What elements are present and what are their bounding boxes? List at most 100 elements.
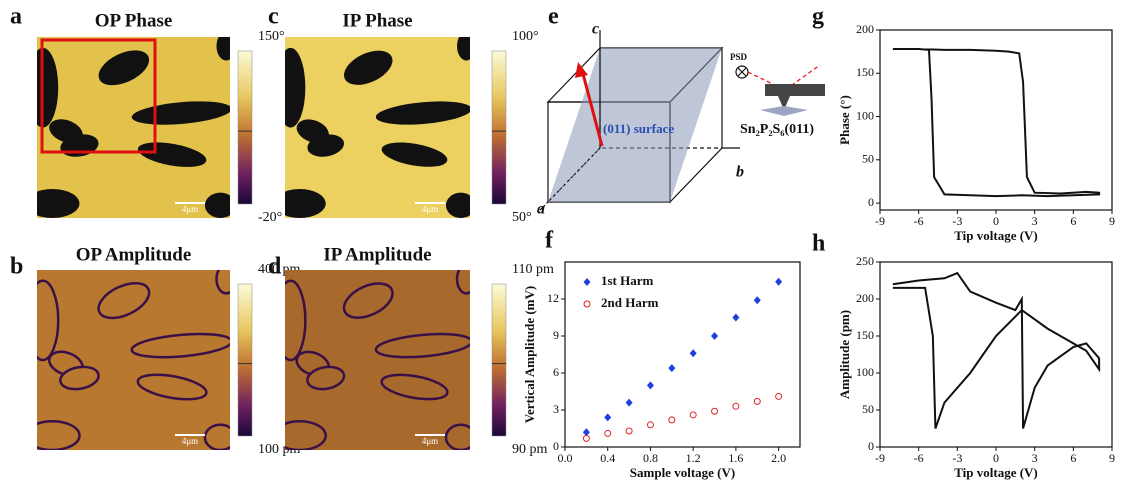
surface-plane [548, 48, 722, 202]
point [711, 407, 719, 415]
y-tick-label: 150 [856, 65, 874, 79]
domain [37, 189, 80, 218]
axis-a [539, 204, 546, 211]
legend-marker [583, 278, 591, 286]
domain [380, 373, 449, 401]
image-content: 4μm [37, 37, 230, 218]
panel-letter: h [812, 231, 825, 257]
colorbar-label: 90 pm [512, 442, 548, 457]
axis-label: a [537, 201, 545, 218]
axis-a [544, 147, 601, 206]
panel-title: IP Amplitude [323, 244, 431, 265]
x-tick-label: 9 [1109, 451, 1115, 465]
domain [455, 270, 470, 295]
image-content: 4μm [285, 270, 470, 450]
y-tick-label: 200 [856, 22, 874, 36]
x-tick-label: 0.0 [558, 451, 573, 465]
colorbar-label: -20° [258, 210, 282, 225]
colorbar [491, 50, 507, 205]
colorbar [237, 283, 253, 437]
panel-letter: e [548, 4, 559, 30]
x-tick-label: 0 [993, 214, 999, 228]
image-content: 4μm [285, 37, 470, 218]
domain [204, 192, 230, 218]
y-axis-label: Vertical Amplitude (mV) [522, 286, 537, 423]
domain [445, 192, 470, 218]
polarization-arrow [580, 69, 604, 147]
x-tick-label: 1.6 [728, 451, 743, 465]
colorbar [491, 283, 507, 437]
y-tick-label: 3 [553, 402, 559, 416]
point [582, 428, 590, 437]
x-tick-label: 1.2 [686, 451, 701, 465]
point [689, 411, 697, 419]
image-content: 4μm [37, 270, 230, 450]
y-tick-label: 100 [856, 365, 874, 379]
panel-letter: d [268, 254, 282, 280]
detector-label: PSD [730, 52, 748, 62]
plot-frame [879, 261, 1113, 448]
panel-title: IP Phase [342, 10, 412, 31]
point [582, 434, 590, 442]
colorbar-label: 110 pm [512, 262, 554, 277]
scale-bar-label: 4μm [182, 204, 198, 214]
point [646, 421, 654, 429]
scale-bar-label: 4μm [422, 204, 438, 214]
x-tick-label: 0.8 [643, 451, 658, 465]
x-axis-label: Tip voltage (V) [954, 465, 1038, 480]
scale-bar-label: 4μm [422, 436, 438, 446]
legend-label: 1st Harm [601, 273, 654, 288]
panel-letter: b [10, 254, 23, 280]
panel-title: OP Phase [95, 10, 173, 31]
tip [778, 96, 790, 110]
surface-label: (011) surface [603, 121, 674, 136]
y-tick-label: 6 [553, 365, 559, 379]
domain [216, 37, 230, 61]
y-tick-label: 0 [553, 439, 559, 453]
panel-letter: a [10, 4, 22, 30]
afm-image: 4μm [37, 37, 230, 218]
point [753, 296, 761, 305]
loop-line [892, 271, 1101, 429]
panel-letter: g [812, 4, 824, 30]
y-tick-label: 50 [862, 152, 874, 166]
domain [136, 373, 208, 401]
plot-frame [564, 261, 801, 448]
sample-label: Sn₂P₂S₆(011) [740, 122, 814, 137]
point [668, 416, 676, 424]
domain [285, 47, 306, 128]
domain [342, 282, 394, 319]
y-tick-label: 0 [868, 195, 874, 209]
panel-letter: c [268, 4, 279, 30]
domain [203, 423, 230, 450]
panel-letter: f [545, 228, 554, 254]
domain [97, 282, 151, 320]
colorbar-label: 150° [258, 29, 285, 44]
domain [131, 101, 230, 125]
loop-line [892, 48, 1101, 198]
y-tick-label: 150 [856, 328, 874, 342]
x-tick-label: -6 [914, 214, 924, 228]
x-tick-label: 3 [1032, 451, 1038, 465]
legend-marker [583, 300, 591, 308]
x-tick-label: -9 [875, 451, 885, 465]
domain [37, 279, 60, 362]
x-tick-label: 9 [1109, 214, 1115, 228]
x-tick-label: 3 [1032, 214, 1038, 228]
afm-image: 4μm [285, 270, 470, 450]
colorbar [237, 50, 253, 205]
y-tick-label: 50 [862, 402, 874, 416]
x-tick-label: -9 [875, 214, 885, 228]
panel-title: OP Amplitude [76, 244, 192, 265]
domain [285, 419, 327, 450]
point [775, 392, 783, 400]
x-axis-label: Tip voltage (V) [954, 228, 1038, 243]
point [646, 381, 654, 390]
point [753, 397, 761, 405]
domain [307, 134, 345, 157]
domain [457, 37, 470, 61]
axis-label: b [736, 164, 744, 181]
domain [59, 365, 100, 391]
domain [37, 419, 81, 450]
